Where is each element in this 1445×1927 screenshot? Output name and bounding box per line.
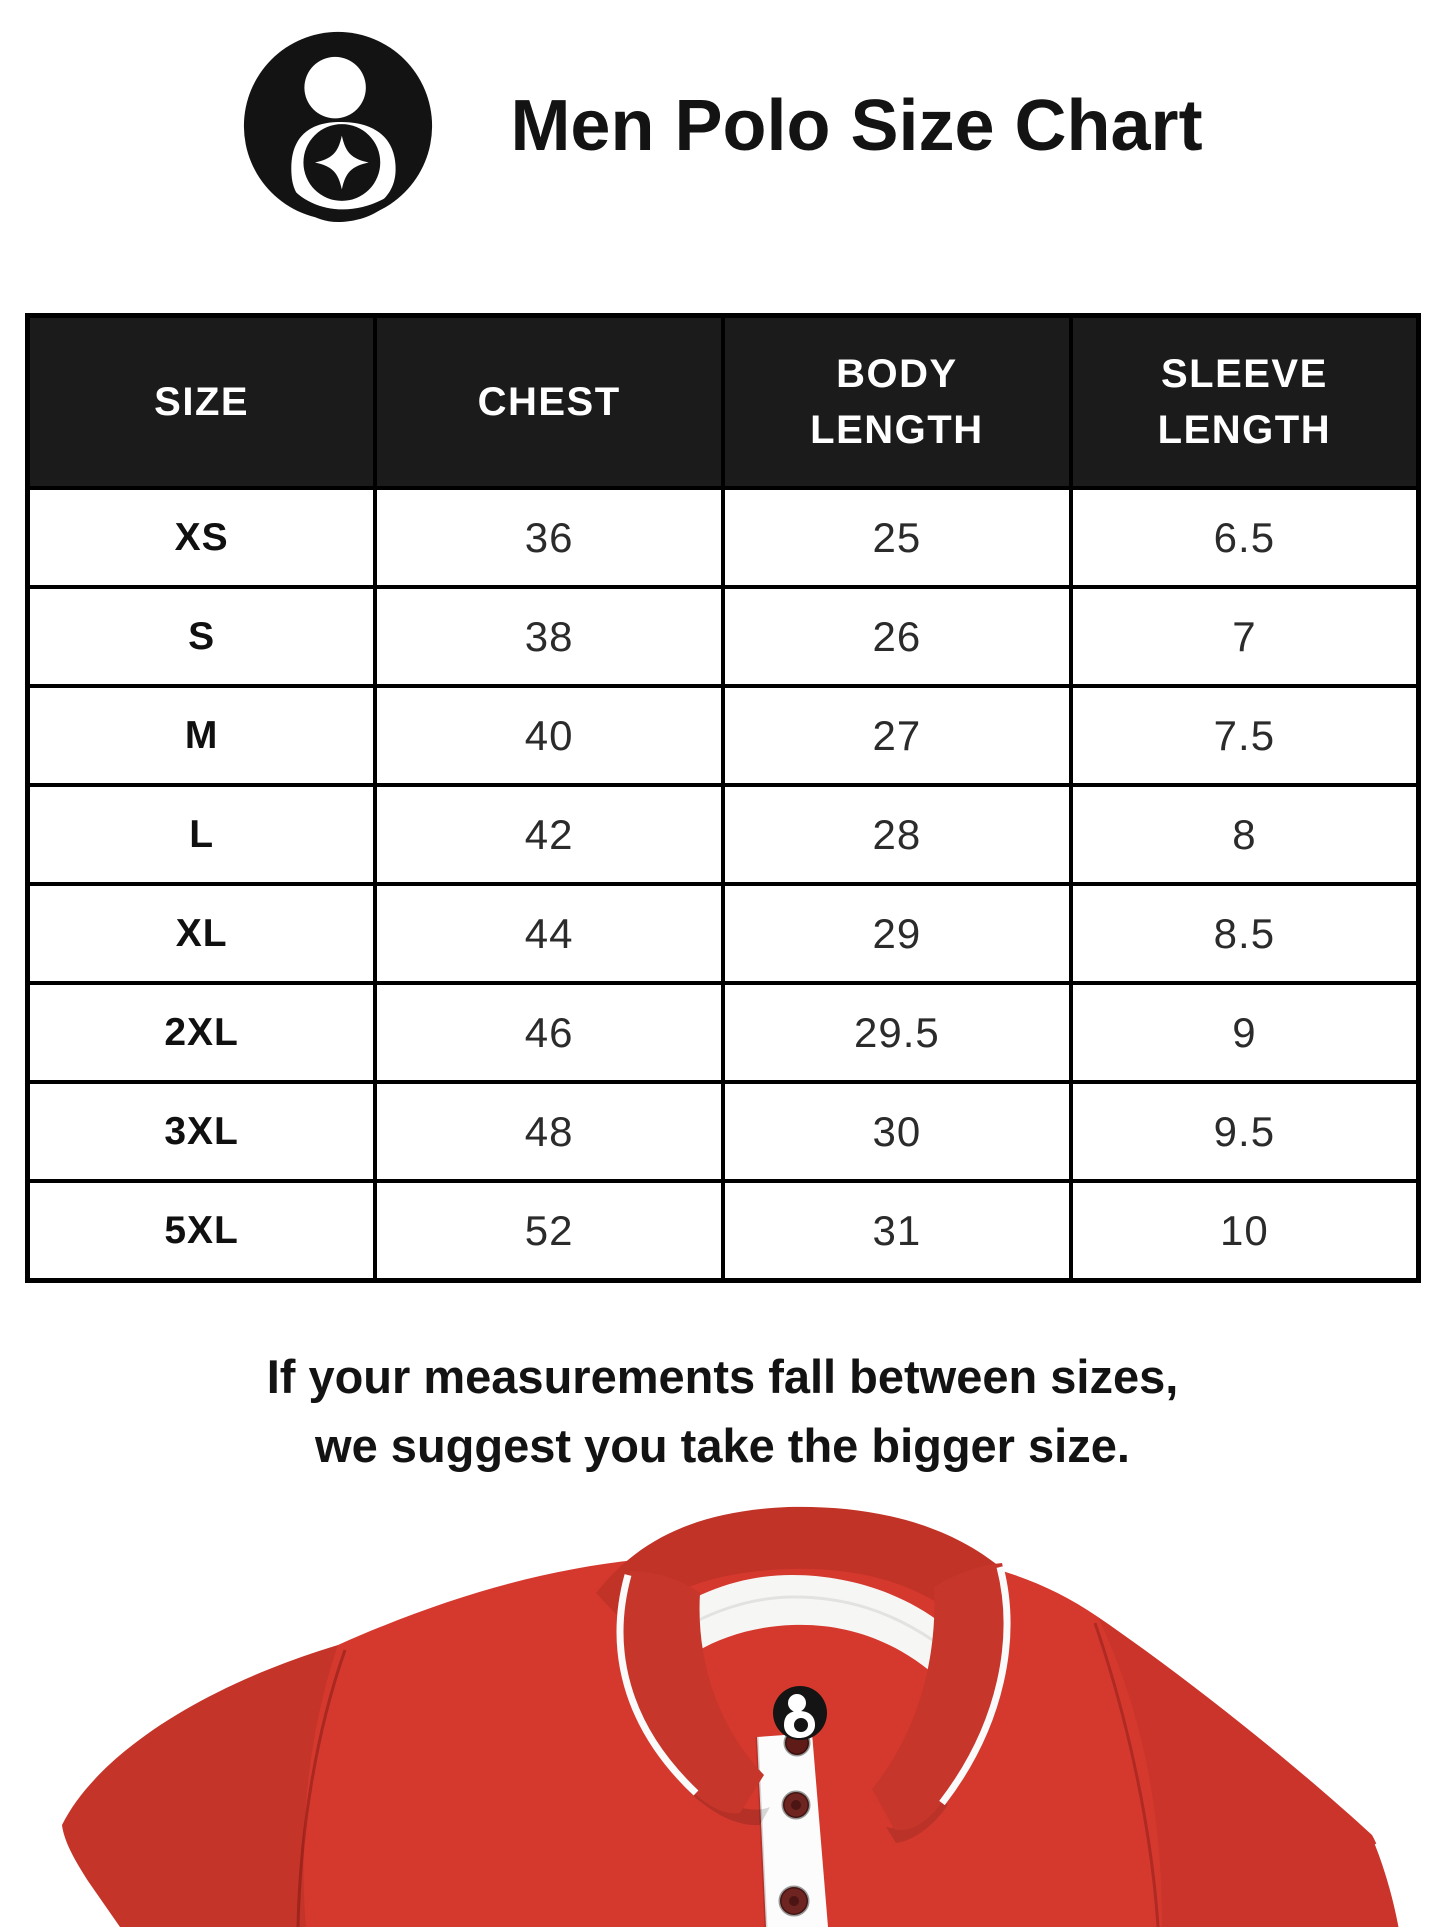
size-cell: M [25, 684, 378, 787]
sleeve-length-cell: 8 [1068, 783, 1421, 886]
mother-and-baby-icon [244, 31, 433, 222]
chest-cell: 36 [373, 486, 725, 589]
size-cell: XL [25, 882, 378, 985]
column-header-sleeve-length: SLEEVE LENGTH [1068, 313, 1421, 490]
table-row: L 42 28 8 [25, 783, 1421, 886]
sleeve-length-cell: 8.5 [1068, 882, 1421, 985]
header-row: SIZE CHEST BODY LENGTH SLEEVE LENGTH [25, 313, 1421, 490]
sleeve-length-cell: 10 [1068, 1179, 1421, 1283]
size-cell: 2XL [25, 981, 378, 1084]
brand-header: Men Polo Size Chart [0, 28, 1445, 224]
chest-cell: 52 [373, 1179, 725, 1283]
table-row: 2XL 46 29.5 9 [25, 981, 1421, 1084]
size-cell: L [25, 783, 378, 886]
body-length-cell: 29.5 [721, 981, 1073, 1084]
size-cell: XS [25, 486, 378, 589]
body-length-cell: 31 [721, 1179, 1073, 1283]
fit-note-line2: we suggest you take the bigger size. [315, 1419, 1130, 1473]
chest-cell: 46 [373, 981, 725, 1084]
table-row: M 40 27 7.5 [25, 684, 1421, 787]
sleeve-length-cell: 9 [1068, 981, 1421, 1084]
sleeve-length-cell: 7 [1068, 585, 1421, 688]
chest-cell: 48 [373, 1080, 725, 1183]
chest-cell: 42 [373, 783, 725, 886]
fit-note-line1: If your measurements fall between sizes, [266, 1350, 1179, 1403]
size-chart-table: SIZE CHEST BODY LENGTH SLEEVE LENGTH XS … [25, 313, 1421, 1283]
table-row: XS 36 25 6.5 [25, 486, 1421, 589]
fit-note: If your measurements fall between sizes,… [0, 1342, 1445, 1480]
size-cell: 3XL [25, 1080, 378, 1183]
sleeve-length-cell: 6.5 [1068, 486, 1421, 589]
red-polo-shirt-photo [62, 1506, 1406, 1927]
size-cell: 5XL [25, 1179, 378, 1283]
chest-cell: 38 [373, 585, 725, 688]
sleeve-length-cell: 7.5 [1068, 684, 1421, 787]
body-length-cell: 29 [721, 882, 1073, 985]
body-length-cell: 25 [721, 486, 1073, 589]
table-row: XL 44 29 8.5 [25, 882, 1421, 985]
table-row: S 38 26 7 [25, 585, 1421, 688]
page-title: Men Polo Size Chart [510, 86, 1203, 166]
polo-buttons [778, 1729, 811, 1917]
table-body: XS 36 25 6.5 S 38 26 7 M 40 27 7.5 L 42 … [25, 486, 1421, 1283]
body-length-cell: 26 [721, 585, 1073, 688]
neck-tag-logo-icon [773, 1686, 827, 1740]
body-length-cell: 28 [721, 783, 1073, 886]
body-length-cell: 30 [721, 1080, 1073, 1183]
table-header: SIZE CHEST BODY LENGTH SLEEVE LENGTH [25, 313, 1421, 490]
sleeve-length-cell: 9.5 [1068, 1080, 1421, 1183]
table-row: 5XL 52 31 10 [25, 1179, 1421, 1283]
size-cell: S [25, 585, 378, 688]
column-header-body-length: BODY LENGTH [721, 313, 1073, 490]
column-header-chest: CHEST [373, 313, 725, 490]
table-row: 3XL 48 30 9.5 [25, 1080, 1421, 1183]
chest-cell: 40 [373, 684, 725, 787]
chest-cell: 44 [373, 882, 725, 985]
body-length-cell: 27 [721, 684, 1073, 787]
column-header-size: SIZE [25, 313, 378, 490]
